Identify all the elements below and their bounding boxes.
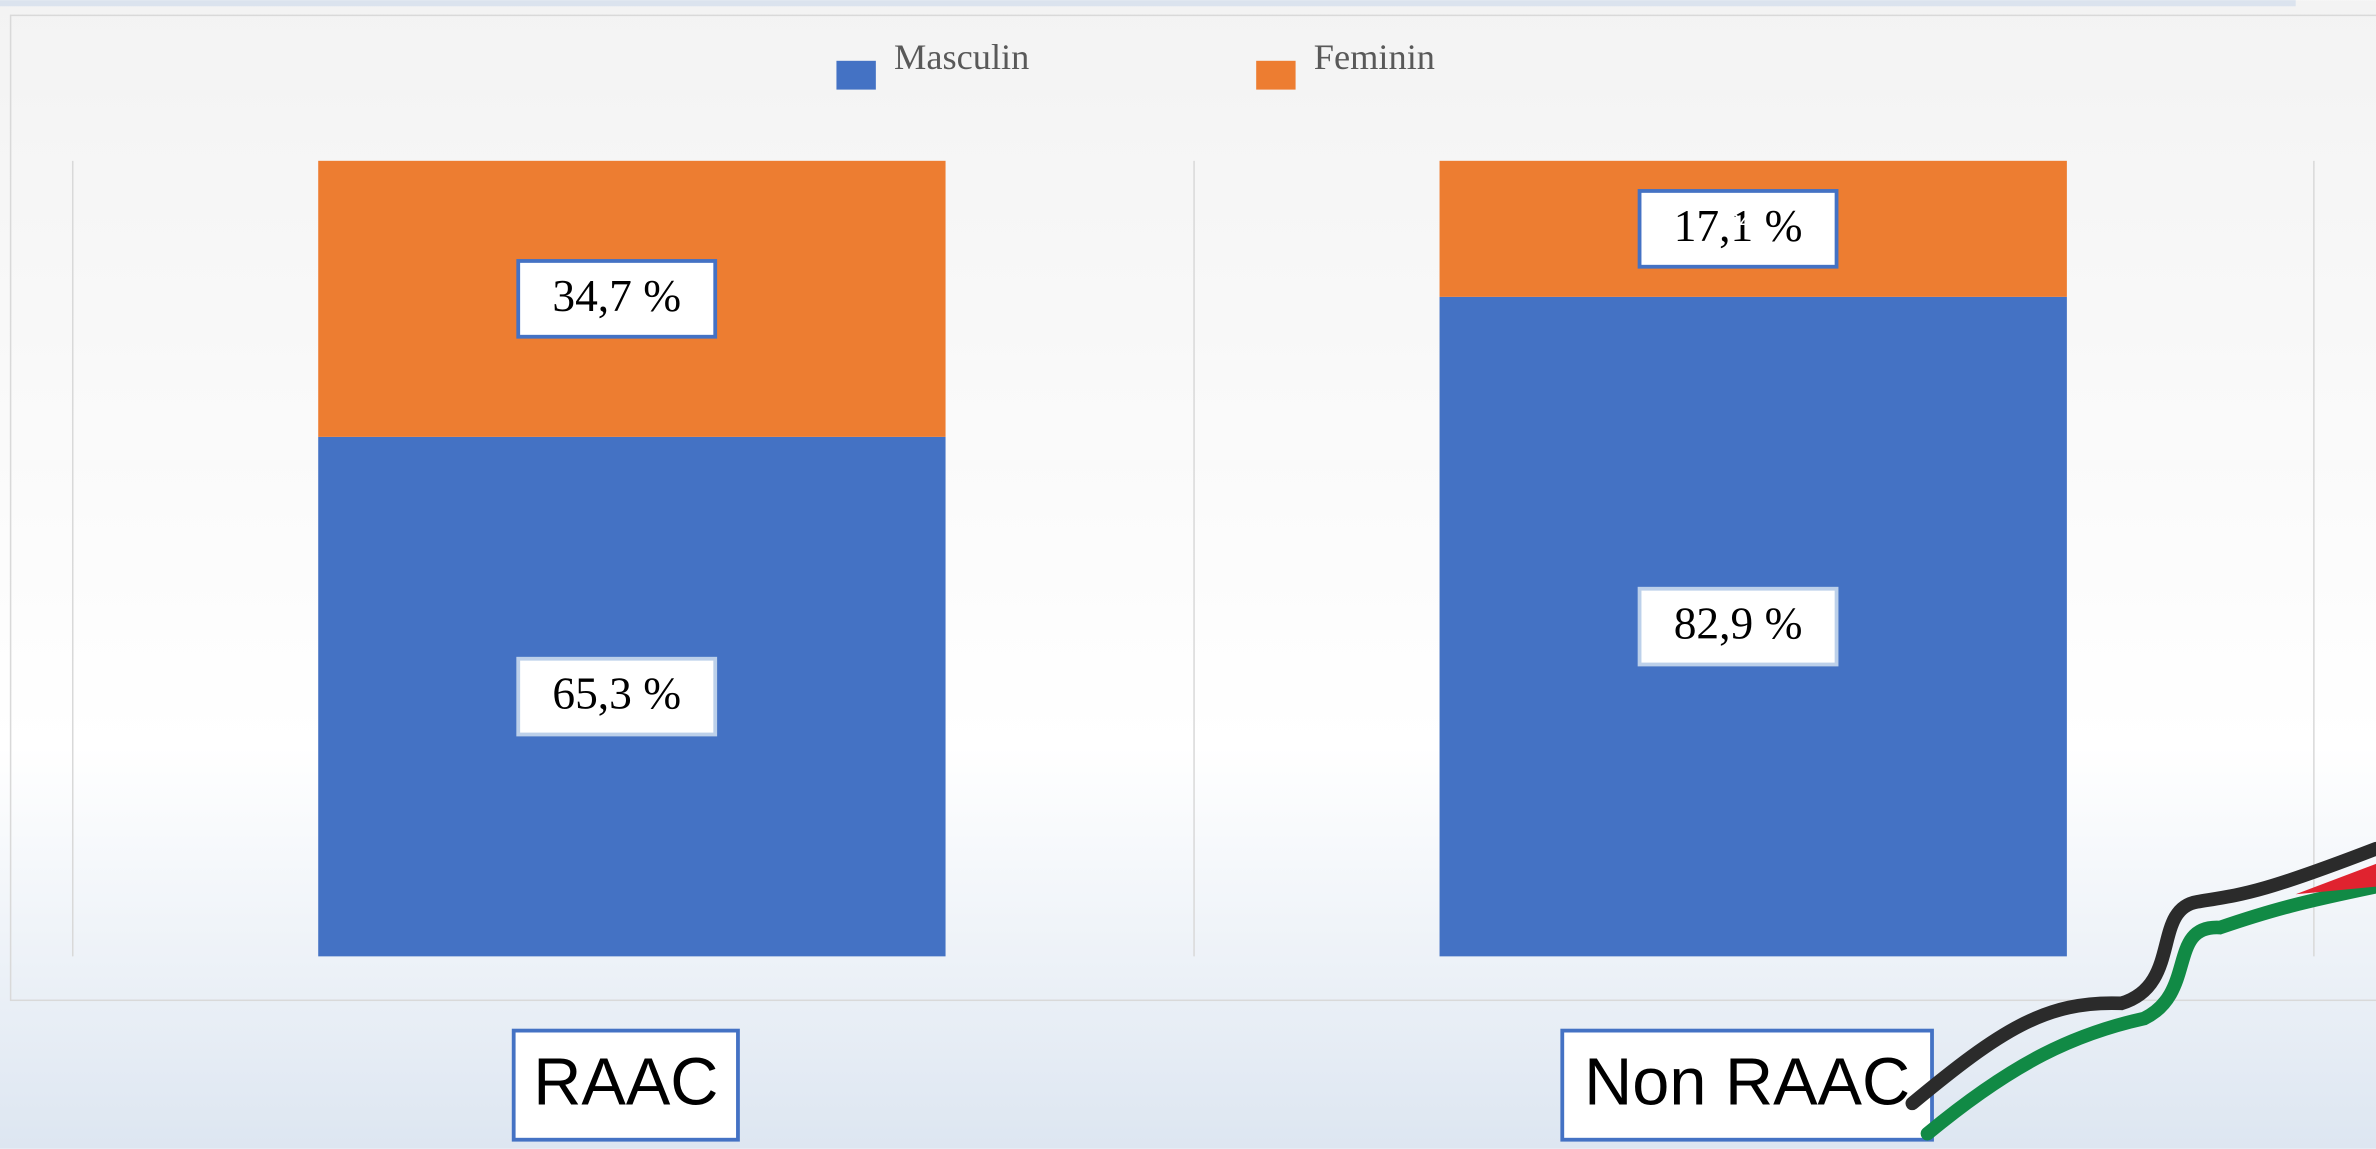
category-label-box bbox=[511, 1028, 740, 1142]
category-label: RAAC bbox=[533, 1045, 718, 1119]
value-label: 82,9 % bbox=[1674, 598, 1803, 649]
legend-swatch bbox=[836, 60, 876, 90]
value-label: 34,7 % bbox=[552, 270, 681, 321]
category-label: Non RAAC bbox=[1584, 1045, 1910, 1119]
ribbon bbox=[1905, 841, 2376, 1141]
value-label-box bbox=[1637, 189, 1839, 269]
value-label: 65,3 % bbox=[552, 668, 681, 719]
legend-label: Masculin bbox=[894, 37, 1029, 77]
value-label-box bbox=[516, 259, 718, 339]
legend-swatch bbox=[1256, 60, 1296, 90]
legend-label: Feminin bbox=[1314, 37, 1435, 77]
value-label-box bbox=[1637, 586, 1839, 667]
top-strip bbox=[0, 0, 2296, 7]
value-label: 17,1 % bbox=[1674, 200, 1803, 251]
value-label-box bbox=[516, 656, 718, 737]
plot-frame bbox=[9, 14, 2376, 1002]
marks: 65,3 % 34,7 % RAAC 82,9 % 17,1 % Non RAAC 24 Ma… bbox=[318, 37, 2067, 1142]
category-label-box bbox=[1560, 1028, 1934, 1142]
slide-number: 24 bbox=[1728, 211, 1752, 234]
